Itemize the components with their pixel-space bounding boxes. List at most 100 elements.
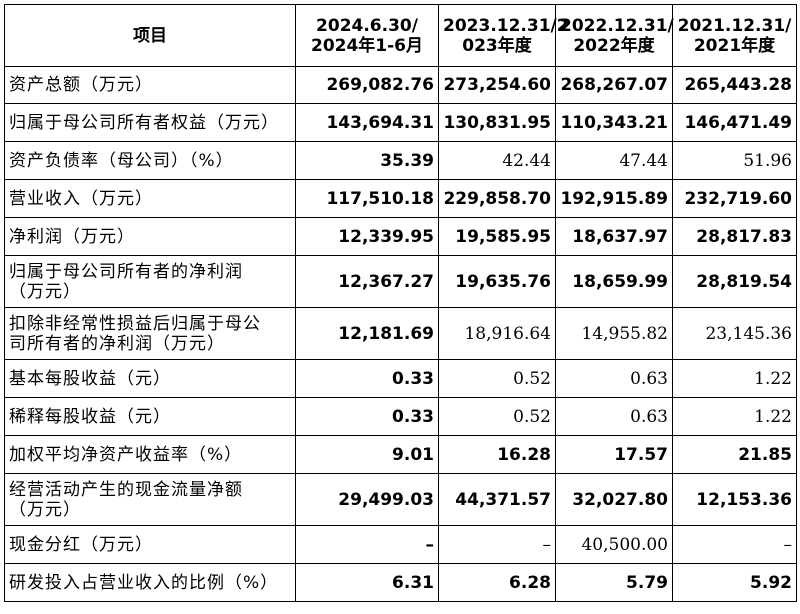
row-label: 加权平均净资产收益率（%） [4,435,296,474]
value-cell: 0.63 [555,359,673,398]
value-cell: 0.33 [295,359,439,398]
value-cell: 16.28 [438,435,556,474]
row-label-line: 扣除非经常性损益后归属于母公 [9,313,261,334]
row-label: 资产负债率（母公司）（%） [4,141,296,180]
row-label: 归属于母公司所有者权益（万元） [4,103,296,142]
header-period-2023: 2023.12.31/2 023年度 [438,4,569,67]
value-cell: 51.96 [672,141,797,180]
table-row: 现金分红（万元） – –40,500.00– [4,525,797,564]
value-cell: 28,819.54 [672,255,797,308]
table-row: 研发投入占营业收入的比例（%） 6.31 6.28 5.79 5.92 [4,563,797,602]
table-row: 稀释每股收益（元） 0.33 0.52 0.63 1.22 [4,397,797,436]
value-cell: 12,181.69 [295,307,439,360]
value-cell: 9.01 [295,435,439,474]
value-cell: 1.22 [672,397,797,436]
value-cell: 5.92 [672,563,797,602]
header-line: 2021年度 [693,35,776,56]
value-cell: 44,371.57 [438,473,556,526]
financial-table-container: 项目 2024.6.30/ 2024年1-6月 2023.12.31/2 023… [4,4,797,610]
value-cell: – [438,525,556,564]
row-label-line: 净利润（万元） [9,226,135,247]
row-label-line: 研发投入占营业收入的比例（%） [9,572,279,593]
header-line: 2022.12.31/ [560,15,674,36]
table-row: 扣除非经常性损益后归属于母公 司所有者的净利润（万元） 12,181.69 18,91… [4,307,797,360]
row-label-line: 归属于母公司所有者权益（万元） [9,112,279,133]
header-line: 2024.6.30/ [316,15,418,36]
table-row: 经营活动产生的现金流量净额 （万元） 29,499.03 44,371.57 32,02… [4,473,797,526]
value-cell: 42.44 [438,141,556,180]
row-label-line: 资产总额（万元） [9,75,153,95]
value-cell: 29,499.03 [295,473,439,526]
header-line: 2023.12.31/2 [443,15,569,36]
value-cell: 47.44 [555,141,673,180]
value-cell: 19,635.76 [438,255,556,308]
value-cell: 0.63 [555,397,673,436]
row-label-line: 营业收入（万元） [9,188,153,209]
header-period-2024: 2024.6.30/ 2024年1-6月 [295,4,439,67]
row-label: 营业收入（万元） [4,179,296,218]
value-cell: 146,471.49 [672,103,797,142]
value-cell: 14,955.82 [555,307,673,360]
value-cell: 32,027.80 [555,473,673,526]
row-label: 归属于母公司所有者的净利润 （万元） [4,255,296,308]
value-cell: 232,719.60 [672,179,797,218]
header-line: 2022年度 [573,35,655,56]
row-label-line: 基本每股收益（元） [9,368,171,389]
table-row: 归属于母公司所有者权益（万元） 143,694.31 130,831.95 110,3… [4,103,797,142]
row-label-line: （万元） [9,281,81,302]
value-cell: 273,254.60 [438,66,556,104]
row-label-line: 司所有者的净利润（万元） [9,333,225,354]
row-label: 稀释每股收益（元） [4,397,296,436]
value-cell: 12,367.27 [295,255,439,308]
row-label: 研发投入占营业收入的比例（%） [4,563,296,602]
value-cell: 1.22 [672,359,797,398]
row-label: 经营活动产生的现金流量净额 （万元） [4,473,296,526]
row-label-line: （万元） [9,499,81,520]
value-cell: 269,082.76 [295,66,439,104]
value-cell: 143,694.31 [295,103,439,142]
value-cell: 117,510.18 [295,179,439,218]
row-label-line: 资产负债率（母公司）（%） [9,150,234,171]
row-label: 净利润（万元） [4,217,296,256]
value-cell: 0.52 [438,359,556,398]
value-cell: 268,267.07 [555,66,673,104]
row-label: 资产总额（万元） [4,66,296,104]
value-cell: 18,659.99 [555,255,673,308]
row-label-line: 现金分红（万元） [9,534,153,555]
value-cell: – [672,525,797,564]
value-cell: 17.57 [555,435,673,474]
row-label: 扣除非经常性损益后归属于母公 司所有者的净利润（万元） [4,307,296,360]
row-label-line: 归属于母公司所有者的净利润 [9,261,243,282]
value-cell: 40,500.00 [555,525,673,564]
value-cell: 265,443.28 [672,66,797,104]
row-label-line: 稀释每股收益（元） [9,406,171,427]
value-cell: 19,585.95 [438,217,556,256]
value-cell: 12,153.36 [672,473,797,526]
row-label: 基本每股收益（元） [4,359,296,398]
value-cell: 0.33 [295,397,439,436]
value-cell: 130,831.95 [438,103,556,142]
table-header-row: 项目 2024.6.30/ 2024年1-6月 2023.12.31/2 023… [4,4,797,67]
row-label-line: 经营活动产生的现金流量净额 [9,479,243,500]
header-line: 2024年1-6月 [310,35,424,56]
value-cell: 229,858.70 [438,179,556,218]
financial-indicators-table: 项目 2024.6.30/ 2024年1-6月 2023.12.31/2 023… [4,4,797,602]
table-row: 净利润（万元） 12,339.95 19,585.95 18,637.97 28,817… [4,217,797,256]
value-cell: 5.79 [555,563,673,602]
value-cell: 21.85 [672,435,797,474]
value-cell: 28,817.83 [672,217,797,256]
table-row: 基本每股收益（元） 0.33 0.52 0.63 1.22 [4,359,797,398]
table-row: 归属于母公司所有者的净利润 （万元） 12,367.27 19,635.76 18,65… [4,255,797,308]
row-label: 现金分红（万元） [4,525,296,564]
value-cell: 0.52 [438,397,556,436]
header-item: 项目 [4,4,296,67]
table-body: 资产总额（万元） 269,082.76 273,254.60 268,267.07 26… [4,66,797,602]
value-cell: 6.31 [295,563,439,602]
table-row: 营业收入（万元） 117,510.18 229,858.70 192,915.89 23… [4,179,797,218]
value-cell: 192,915.89 [555,179,673,218]
value-cell: 35.39 [295,141,439,180]
value-cell: – [295,525,439,564]
value-cell: 110,343.21 [555,103,673,142]
header-period-2021: 2021.12.31/ 2021年度 [672,4,797,67]
value-cell: 18,637.97 [555,217,673,256]
